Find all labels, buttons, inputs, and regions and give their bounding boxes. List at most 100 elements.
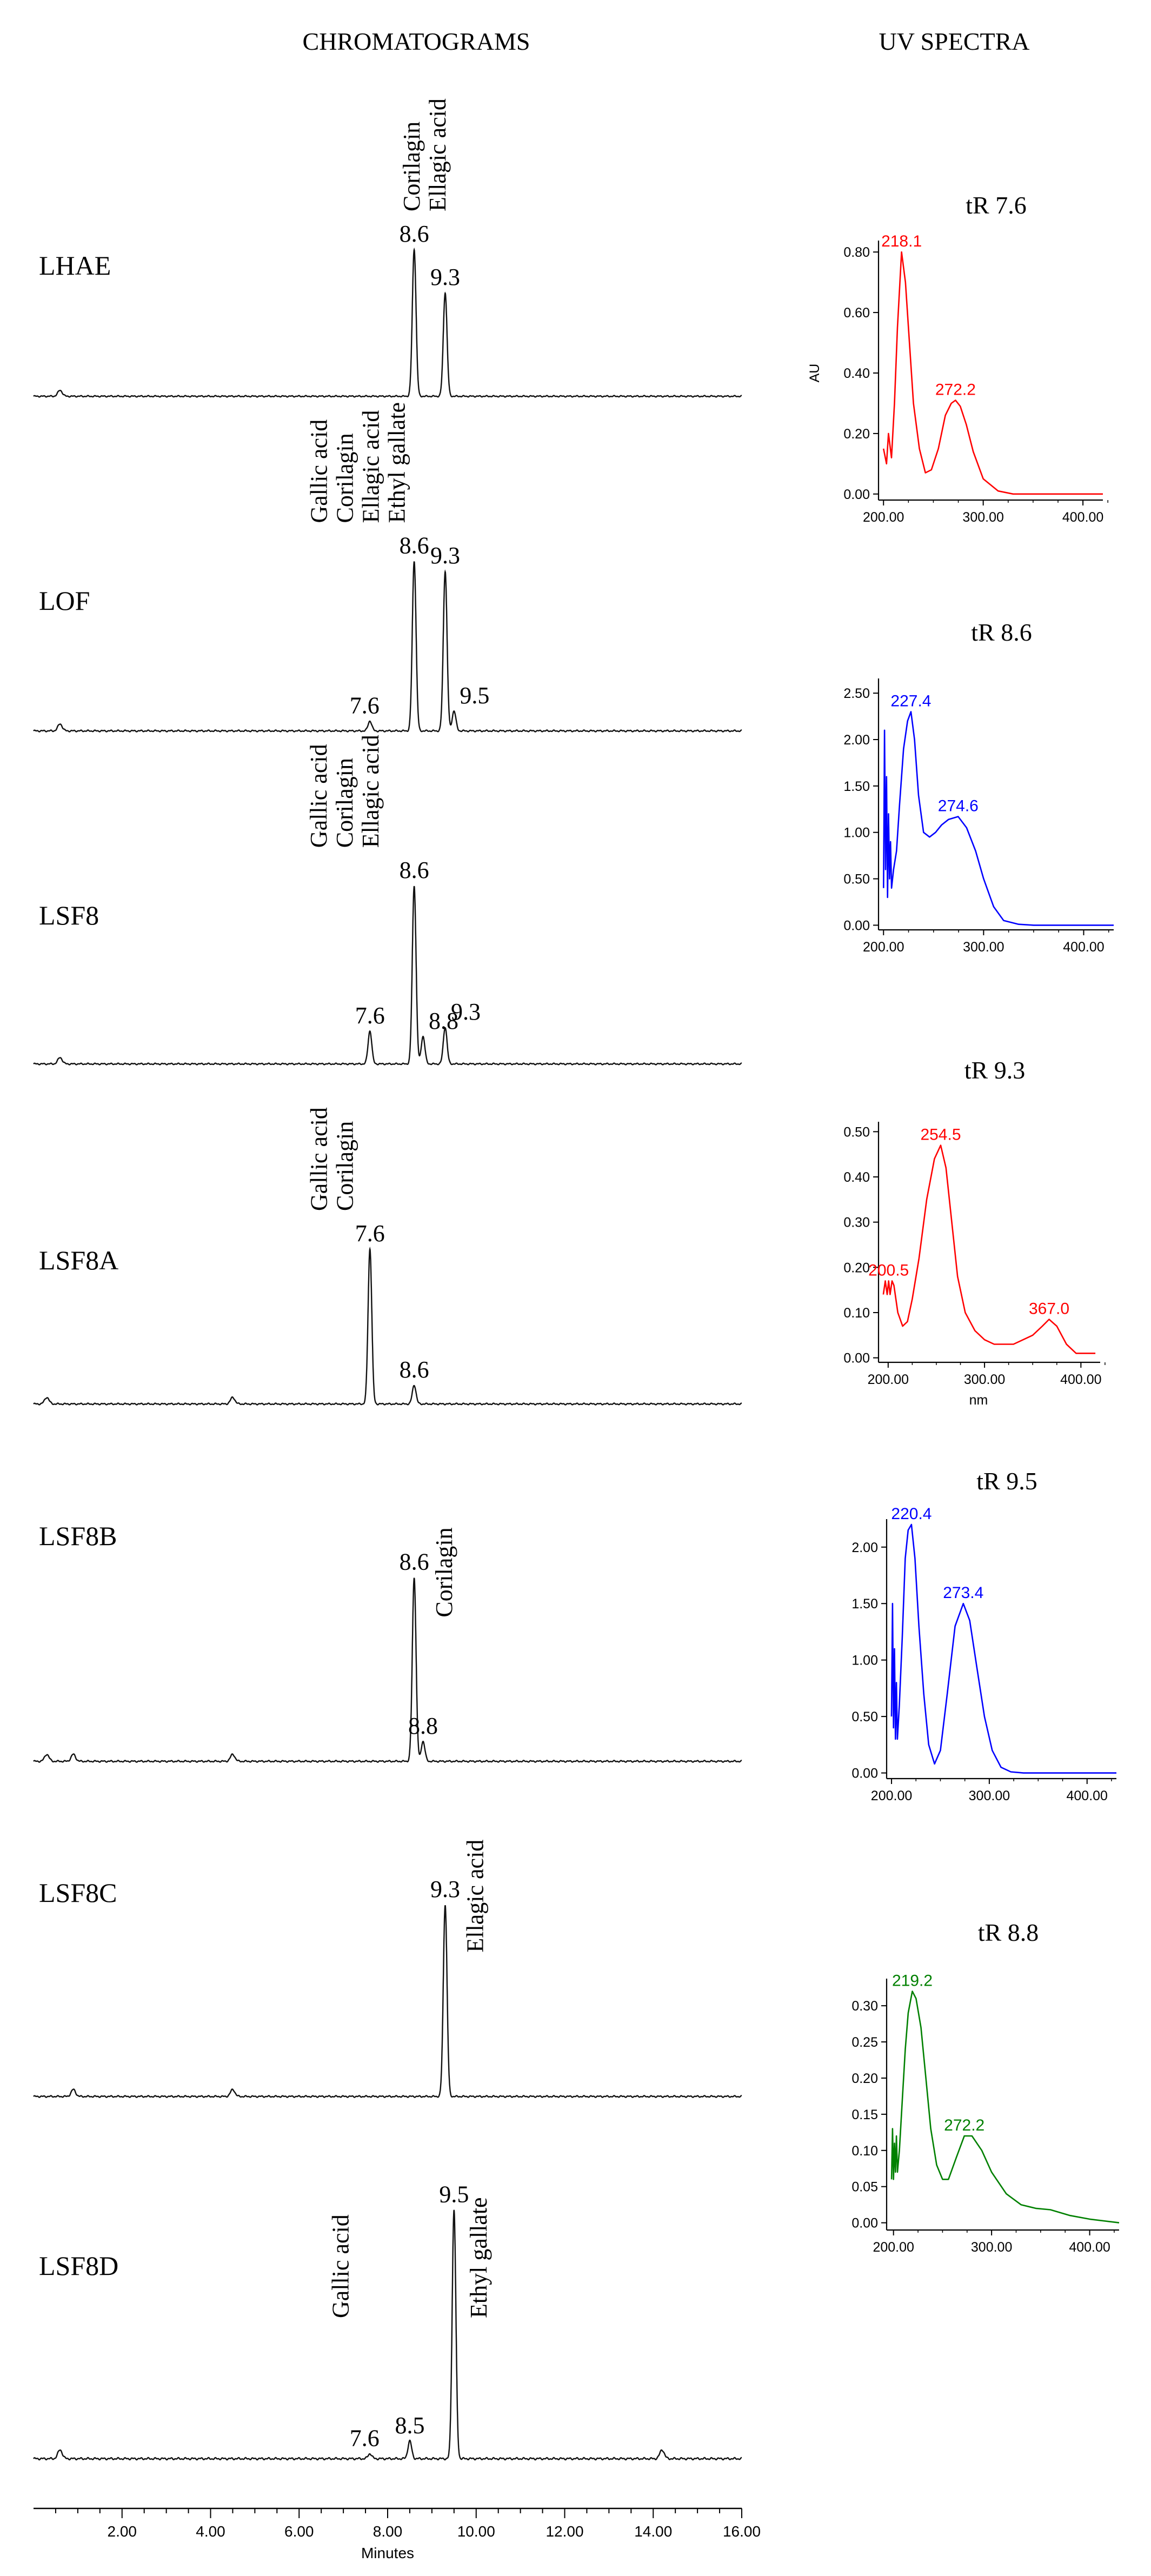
- uv-x-tick-label: 200.00: [863, 940, 904, 955]
- peak-label-lsf8-8-6: 8.6: [400, 857, 429, 883]
- peak-label-lsf8d-7-6: 7.6: [350, 2425, 380, 2452]
- chromatogram-x-tick-label: 10.00: [457, 2523, 495, 2540]
- uv-peak-label: 219.2: [892, 1972, 933, 1989]
- chromatogram-lsf8b: LSF8B 8.6 8.8 Corilagin: [33, 1521, 742, 1763]
- peak-label-lof-7-6: 7.6: [350, 693, 380, 719]
- uv-y-tick-label: 2.00: [851, 1540, 878, 1555]
- peak-label-lsf8-8-8: 8.8: [429, 1008, 458, 1034]
- sample-name-lsf8a: LSF8A: [39, 1245, 118, 1275]
- chromatograms-heading: CHROMATOGRAMS: [303, 28, 530, 55]
- chromatogram-lsf8d: LSF8D 7.6 8.5 9.5 Gallic acid Ethyl gallate: [33, 2181, 742, 2461]
- compound-label-lof-ellagic-acid: Ellagic acid: [357, 410, 384, 523]
- uv-x-tick-label: 400.00: [1063, 940, 1104, 955]
- uv-y-tick-label: 0.30: [843, 1215, 870, 1230]
- compound-label-lsf8-ellagic-acid: Ellagic acid: [357, 735, 384, 848]
- peak-label-lsf8a-7-6: 7.6: [355, 1220, 385, 1247]
- chromatogram-lsf8c: LSF8C 9.3 Ellagic acid: [33, 1840, 742, 2098]
- uv-peak-label: 273.4: [943, 1584, 983, 1602]
- compound-label-lsf8b-corilagin: Corilagin: [431, 1527, 457, 1617]
- sample-name-lsf8d: LSF8D: [39, 2251, 118, 2281]
- chromatogram-trace-lsf8c: [33, 1905, 742, 2098]
- uv-x-tick-label: 300.00: [964, 1372, 1005, 1387]
- uv-x-tick-label: 400.00: [1060, 1372, 1101, 1387]
- chromatogram-lof: LOF 7.6 8.6 9.3 9.5 Gallic acid Corilagin Ellag…: [33, 402, 742, 733]
- uv-y-tick-label: 0.10: [843, 1306, 870, 1321]
- uv-x-tick-label: 200.00: [863, 510, 904, 525]
- uv-y-tick-label: 0.40: [843, 366, 870, 381]
- uv-peak-label: 200.5: [868, 1261, 909, 1279]
- uv-title-tr-8-8: tR 8.8: [978, 1919, 1039, 1946]
- uv-peak-label: 254.5: [920, 1126, 961, 1143]
- chromatogram-trace-lsf8a: [33, 1246, 742, 1406]
- uv-spectrum-tr-7-6: tR 7.6 0.00 0.20 0.40 0.60 0.80 200.00 300.00 40…: [807, 191, 1108, 525]
- uv-x-tick-label: 400.00: [1069, 2240, 1110, 2255]
- uv-y-tick-label: 0.05: [851, 2180, 878, 2195]
- uv-y-tick-label: 0.20: [843, 1260, 870, 1275]
- compound-label-lhae-corilagin: Corilagin: [398, 122, 425, 211]
- uv-spectrum-tr-9-5: tR 9.5 0.00 0.50 1.00 1.50 2.00 200.00 300.00 40…: [851, 1467, 1116, 1803]
- uv-y-tick-label: 1.50: [843, 779, 870, 794]
- compound-label-lsf8c-ellagic-acid: Ellagic acid: [462, 1840, 488, 1953]
- uv-x-axis-label: nm: [969, 1393, 988, 1408]
- chromatogram-trace-lsf8b: [33, 1577, 742, 1763]
- chromatogram-x-tick-label: 6.00: [284, 2523, 314, 2540]
- uv-spectrum-line: [883, 711, 1114, 926]
- sample-name-lsf8b: LSF8B: [39, 1521, 117, 1551]
- uv-spectrum-tr-8-6: tR 8.6 0.00 0.50 1.00 1.50 2.00 2.50 200.00 300.…: [843, 618, 1114, 955]
- uv-peak-label: 367.0: [1029, 1300, 1069, 1318]
- peak-label-lof-8-6: 8.6: [400, 532, 429, 559]
- peak-label-lsf8-9-3: 9.3: [451, 999, 481, 1025]
- uv-x-tick-label: 300.00: [971, 2240, 1012, 2255]
- chromatogram-lsf8: LSF8 7.6 8.6 8.89.3 Gallic acid Corilagin Ella…: [33, 735, 742, 1066]
- uv-x-tick-label: 400.00: [1067, 1788, 1108, 1803]
- uv-y-tick-label: 0.00: [851, 2216, 878, 2231]
- uv-peak-label: 220.4: [891, 1505, 932, 1523]
- uv-spectrum-tr-8-8: tR 8.8 0.00 0.05 0.10 0.15 0.20 0.25 0.30 200.00…: [851, 1919, 1120, 2255]
- uv-y-tick-label: 0.80: [843, 245, 870, 260]
- peak-label-lsf8-7-6: 7.6: [355, 1002, 385, 1029]
- chromatogram-trace-lhae: [33, 247, 742, 398]
- uv-spectrum-line: [882, 251, 1103, 495]
- uv-y-tick-label: 0.00: [843, 487, 870, 502]
- uv-y-tick-label: 0.50: [843, 872, 870, 887]
- peak-label-lsf8a-8-6: 8.6: [400, 1356, 429, 1383]
- uv-x-tick-label: 400.00: [1062, 510, 1103, 525]
- uv-title-tr-7-6: tR 7.6: [966, 191, 1026, 219]
- uv-peak-label: 227.4: [890, 693, 931, 710]
- compound-label-lof-corilagin: Corilagin: [331, 433, 358, 523]
- compound-label-lsf8a-corilagin: Corilagin: [331, 1121, 358, 1211]
- uv-spectra-heading: UV SPECTRA: [879, 28, 1029, 55]
- uv-y-tick-label: 0.20: [843, 427, 870, 442]
- uv-spectrum-line: [882, 1144, 1096, 1354]
- uv-peak-label: 218.1: [881, 232, 922, 250]
- uv-y-tick-label: 0.15: [851, 2107, 878, 2122]
- uv-y-tick-label: 2.50: [843, 686, 870, 701]
- uv-y-tick-label: 0.50: [851, 1709, 878, 1725]
- chromatogram-trace-lof: [33, 561, 742, 733]
- compound-label-lsf8-gallic-acid: Gallic acid: [305, 744, 332, 848]
- uv-y-tick-label: 0.00: [843, 918, 870, 933]
- uv-peak-label: 272.2: [935, 381, 976, 398]
- compound-label-lhae-ellagic-acid: Ellagic acid: [424, 98, 451, 211]
- uv-spectrum-line: [890, 1523, 1116, 1774]
- chromatogram-x-tick-label: 12.00: [545, 2523, 583, 2540]
- sample-name-lhae: LHAE: [39, 250, 111, 281]
- compound-label-lsf8-corilagin: Corilagin: [331, 758, 358, 848]
- peak-label-lsf8c-9-3: 9.3: [430, 1876, 460, 1902]
- uv-peak-label: 274.6: [938, 797, 979, 815]
- compound-label-lsf8d-gallic-acid: Gallic acid: [327, 2214, 354, 2318]
- peak-label-lhae-8-6: 8.6: [400, 221, 429, 247]
- peak-label-lsf8d-9-5: 9.5: [439, 2181, 469, 2207]
- sample-name-lsf8c: LSF8C: [39, 1878, 117, 1908]
- chromatogram-lsf8a: LSF8A 7.6 8.6 Gallic acid Corilagin: [33, 1107, 742, 1406]
- chromatogram-lhae: LHAE 8.69.3 Corilagin Ellagic acid: [33, 98, 742, 398]
- uv-y-tick-label: 0.50: [843, 1124, 870, 1140]
- uv-spectrum-line: [890, 1991, 1120, 2224]
- uv-y-tick-label: 0.00: [851, 1766, 878, 1781]
- compound-label-lof-gallic-acid: Gallic acid: [305, 420, 332, 523]
- compound-label-lsf8d-ethyl-gallate: Ethyl gallate: [465, 2197, 492, 2318]
- uv-y-tick-label: 0.10: [851, 2144, 878, 2159]
- chromatogram-x-tick-label: 14.00: [634, 2523, 672, 2540]
